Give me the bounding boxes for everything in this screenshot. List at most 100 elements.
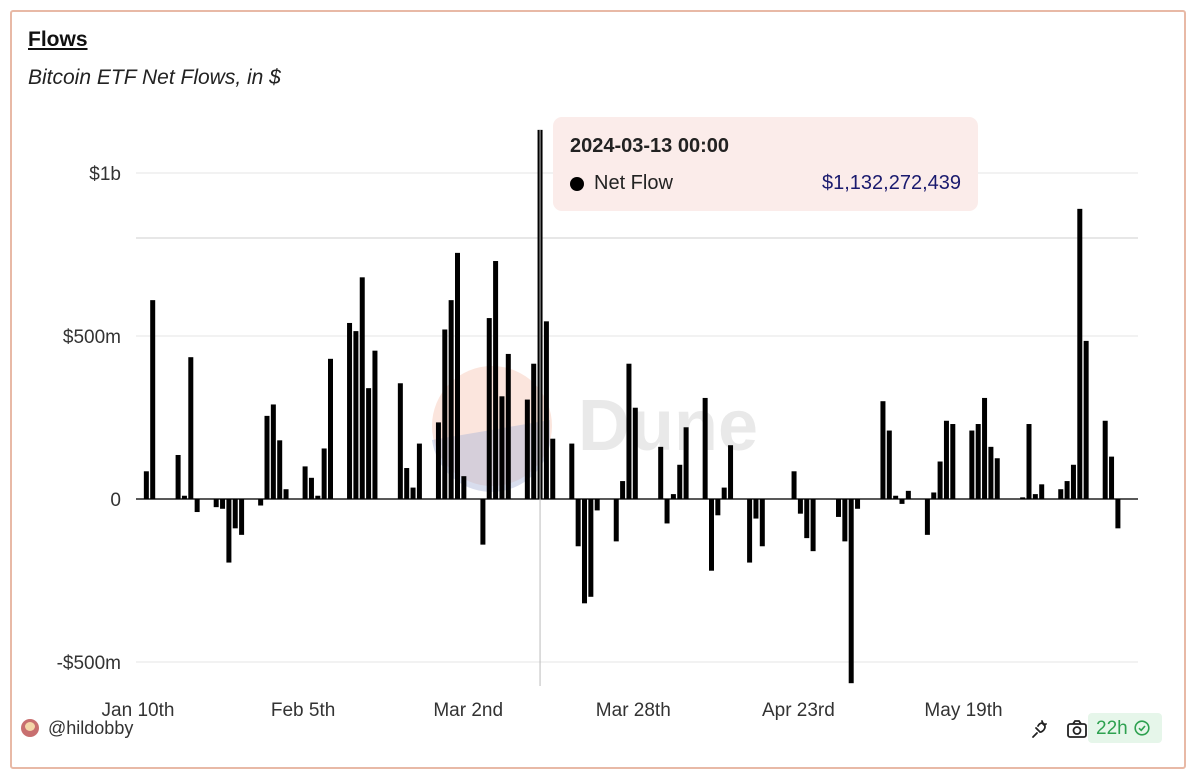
bar[interactable]: [461, 476, 467, 499]
bar[interactable]: [416, 443, 422, 499]
bar[interactable]: [372, 350, 378, 499]
bar[interactable]: [620, 481, 626, 499]
bar[interactable]: [613, 499, 619, 542]
bar[interactable]: [797, 499, 803, 514]
bar[interactable]: [728, 445, 734, 499]
bar[interactable]: [347, 322, 353, 499]
bar[interactable]: [448, 300, 454, 499]
bar[interactable]: [747, 499, 753, 563]
bar[interactable]: [302, 466, 308, 499]
avatar[interactable]: [21, 719, 39, 737]
bar[interactable]: [505, 353, 511, 499]
bar[interactable]: [1039, 484, 1045, 499]
refresh-status-badge[interactable]: 22h: [1088, 713, 1162, 743]
bar[interactable]: [410, 487, 416, 499]
bar[interactable]: [753, 499, 759, 519]
bar[interactable]: [220, 499, 226, 509]
bar[interactable]: [543, 321, 549, 499]
bar[interactable]: [950, 424, 956, 499]
bar[interactable]: [632, 407, 638, 499]
bar[interactable]: [435, 422, 441, 499]
bar[interactable]: [397, 383, 403, 499]
bar[interactable]: [188, 357, 194, 499]
bar[interactable]: [721, 487, 727, 499]
camera-icon[interactable]: [1066, 718, 1088, 740]
bar[interactable]: [982, 397, 988, 499]
bar[interactable]: [366, 388, 372, 499]
bar[interactable]: [975, 424, 981, 499]
bar[interactable]: [480, 499, 486, 545]
bar[interactable]: [1115, 499, 1121, 529]
bar[interactable]: [893, 495, 899, 499]
bar[interactable]: [969, 430, 975, 499]
bar[interactable]: [1102, 420, 1108, 499]
bar[interactable]: [232, 499, 238, 529]
bar[interactable]: [848, 499, 854, 684]
bar[interactable]: [499, 396, 505, 499]
bar[interactable]: [486, 318, 492, 499]
bar[interactable]: [836, 499, 841, 517]
bar[interactable]: [1070, 464, 1076, 499]
bar[interactable]: [670, 494, 676, 499]
bar[interactable]: [213, 499, 219, 508]
bar[interactable]: [359, 277, 365, 499]
bar[interactable]: [626, 363, 632, 499]
bar[interactable]: [943, 420, 949, 499]
bar[interactable]: [143, 471, 149, 499]
bar[interactable]: [905, 490, 911, 499]
bar[interactable]: [1032, 494, 1038, 499]
bar[interactable]: [1020, 497, 1026, 499]
bar[interactable]: [855, 499, 861, 509]
bar[interactable]: [569, 443, 575, 499]
bar[interactable]: [1058, 489, 1064, 499]
bar[interactable]: [308, 477, 314, 499]
bar[interactable]: [150, 300, 156, 499]
bar[interactable]: [283, 489, 289, 499]
bar[interactable]: [658, 446, 664, 499]
bar[interactable]: [791, 471, 797, 499]
bar[interactable]: [886, 430, 892, 499]
bar[interactable]: [404, 468, 410, 499]
bar[interactable]: [937, 461, 943, 499]
bar[interactable]: [994, 458, 1000, 499]
bar[interactable]: [899, 499, 905, 504]
bar[interactable]: [226, 499, 232, 563]
bar[interactable]: [277, 440, 283, 499]
bar[interactable]: [702, 397, 708, 499]
bar[interactable]: [270, 404, 276, 499]
bar[interactable]: [588, 499, 594, 597]
bar[interactable]: [575, 499, 581, 547]
bar[interactable]: [715, 499, 721, 516]
share-icon[interactable]: [1028, 718, 1050, 740]
chart-title[interactable]: Flows: [28, 28, 88, 51]
bar[interactable]: [175, 454, 181, 499]
bar[interactable]: [709, 499, 714, 571]
bar[interactable]: [493, 261, 499, 499]
bar[interactable]: [531, 363, 537, 499]
bar[interactable]: [1026, 424, 1032, 499]
bar[interactable]: [664, 499, 670, 524]
bar[interactable]: [810, 499, 816, 552]
bar[interactable]: [328, 358, 333, 499]
bar[interactable]: [455, 252, 460, 499]
bar[interactable]: [321, 448, 327, 499]
bar[interactable]: [315, 495, 321, 499]
bar[interactable]: [524, 399, 530, 499]
bar[interactable]: [1083, 340, 1089, 499]
bar[interactable]: [594, 499, 600, 511]
bar[interactable]: [258, 499, 264, 506]
bar[interactable]: [582, 499, 587, 604]
bar[interactable]: [1077, 208, 1083, 500]
bar[interactable]: [677, 464, 683, 499]
bar[interactable]: [842, 499, 848, 542]
bar[interactable]: [931, 492, 937, 499]
bar[interactable]: [353, 331, 359, 499]
author-username[interactable]: @hildobby: [48, 718, 134, 738]
bar[interactable]: [880, 401, 886, 499]
bar[interactable]: [1064, 481, 1070, 499]
bar[interactable]: [264, 415, 270, 499]
bar[interactable]: [1109, 456, 1115, 499]
bar[interactable]: [988, 446, 994, 499]
bar[interactable]: [804, 499, 810, 539]
bar[interactable]: [550, 438, 556, 499]
